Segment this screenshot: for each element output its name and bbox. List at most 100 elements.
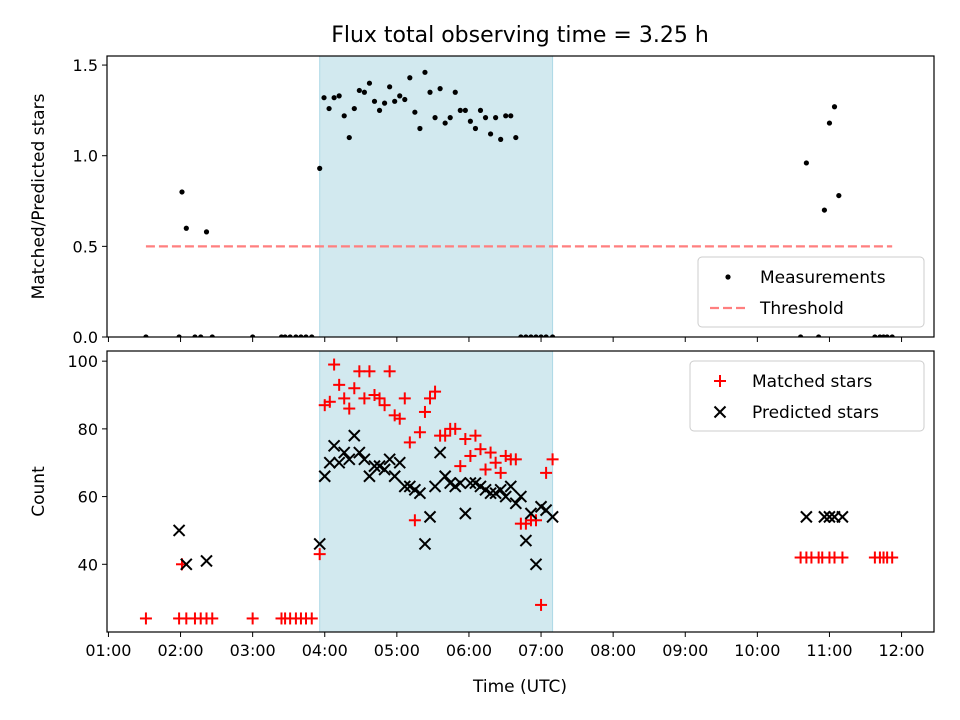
predicted-star-marker [323, 456, 336, 469]
matched-star-marker [449, 422, 462, 435]
legend-predicted-marker [713, 405, 727, 419]
measurement-point [321, 95, 327, 101]
measurement-point [447, 115, 453, 121]
measurement-point [303, 334, 309, 337]
measurement-point [371, 98, 378, 104]
measurement-point [387, 84, 393, 90]
predicted-star-marker [504, 480, 517, 493]
legend-label: Threshold [759, 299, 844, 319]
matched-star-marker [323, 395, 336, 408]
predicted-star-marker [338, 446, 351, 459]
predicted-star-marker [368, 459, 381, 473]
predicted-star-marker [327, 439, 341, 453]
measurement-point [538, 334, 544, 337]
matched-star-marker [484, 446, 497, 459]
measurement-point [356, 87, 362, 94]
y-tick-label: 80 [78, 420, 98, 439]
matched-star-marker [373, 392, 386, 405]
top-panel: 0.0 0.5 1.0 1.5 Matched/Predicted stars Measu… [29, 55, 935, 347]
matched-star-marker [333, 378, 346, 391]
x-tick-label: 04:00 [302, 641, 348, 660]
measurement-point [803, 160, 809, 166]
matched-star-marker [398, 392, 411, 405]
measurement-point [452, 89, 458, 95]
measurement-point [549, 334, 556, 337]
measurement-point [336, 93, 342, 99]
predicted-star-marker [418, 537, 432, 551]
predicted-star-marker [514, 490, 528, 503]
predicted-star-marker [800, 510, 813, 524]
measurement-point [493, 115, 499, 121]
matched-star-marker [246, 612, 259, 625]
measurement-point [432, 115, 438, 121]
measurement-point [889, 334, 895, 337]
measurement-point [437, 86, 443, 92]
predicted-star-marker [378, 463, 391, 476]
predicted-star-marker [509, 497, 523, 510]
axes-frame [106, 350, 935, 633]
plot-area [143, 69, 895, 337]
measurement-point [427, 89, 433, 95]
measurement-point [826, 120, 833, 126]
measurement-point [351, 105, 357, 112]
predicted-star-marker [433, 446, 447, 459]
predicted-star-marker [423, 510, 437, 524]
measurement-point [518, 334, 524, 337]
measurement-point [422, 69, 428, 75]
matched-star-marker [305, 612, 318, 625]
measurement-point [457, 107, 463, 113]
x-tick-label: 08:00 [590, 641, 636, 660]
predicted-star-marker [459, 507, 472, 520]
x-axis-label: Time (UTC) [472, 677, 567, 697]
measurement-point [836, 192, 842, 199]
predicted-star-marker [464, 476, 477, 490]
predicted-star-marker [454, 476, 467, 490]
measurement-point [477, 107, 484, 113]
predicted-star-marker [313, 537, 326, 551]
matched-star-marker [429, 385, 442, 398]
measurement-point [198, 334, 204, 337]
measurement-point [503, 113, 509, 119]
x-tick-label: 10:00 [734, 641, 780, 660]
bottom-panel: 01:00 02:00 03:00 04:00 05:00 06:00 07:00 08:00… [29, 350, 935, 660]
measurement-point [533, 334, 539, 337]
matched-star-marker [343, 402, 356, 415]
measurement-point [397, 93, 403, 99]
predicted-star-marker [180, 558, 193, 571]
measurement-point [482, 115, 489, 121]
y-axis-label: Matched/Predicted stars [29, 93, 49, 299]
measurement-point [467, 118, 473, 124]
measurement-point [831, 104, 838, 110]
measurement-point [203, 229, 210, 235]
measurement-point [472, 125, 479, 132]
measurement-point [361, 89, 368, 95]
predicted-star-marker [318, 470, 331, 483]
measurement-point [250, 334, 256, 337]
measurement-point [508, 113, 514, 119]
predicted-star-marker [438, 470, 452, 483]
x-tick-label: 09:00 [662, 641, 708, 660]
measurement-point [381, 100, 388, 106]
measurement-point [816, 334, 822, 337]
predicted-star-marker [546, 510, 559, 524]
matched-star-marker [535, 598, 548, 611]
matched-star-marker [378, 399, 391, 412]
x-tick-label: 06:00 [446, 641, 492, 660]
predicted-star-marker [343, 453, 356, 466]
measurement-point [183, 225, 189, 231]
observing-window-band [319, 55, 554, 338]
matched-star-marker [338, 392, 351, 405]
predicted-star-marker [818, 510, 831, 524]
matched-star-marker [313, 548, 326, 561]
y-tick-label: 40 [78, 555, 98, 574]
predicted-star-marker [413, 486, 427, 500]
matched-star-marker [836, 551, 849, 564]
measurement-point [528, 334, 534, 337]
x-tick-label: 01:00 [85, 641, 131, 660]
measurement-point [462, 107, 468, 113]
y-axis-label: Count [29, 466, 49, 517]
predicted-star-marker [200, 554, 213, 568]
measurement-point [523, 334, 529, 337]
matched-star-marker [393, 412, 406, 425]
